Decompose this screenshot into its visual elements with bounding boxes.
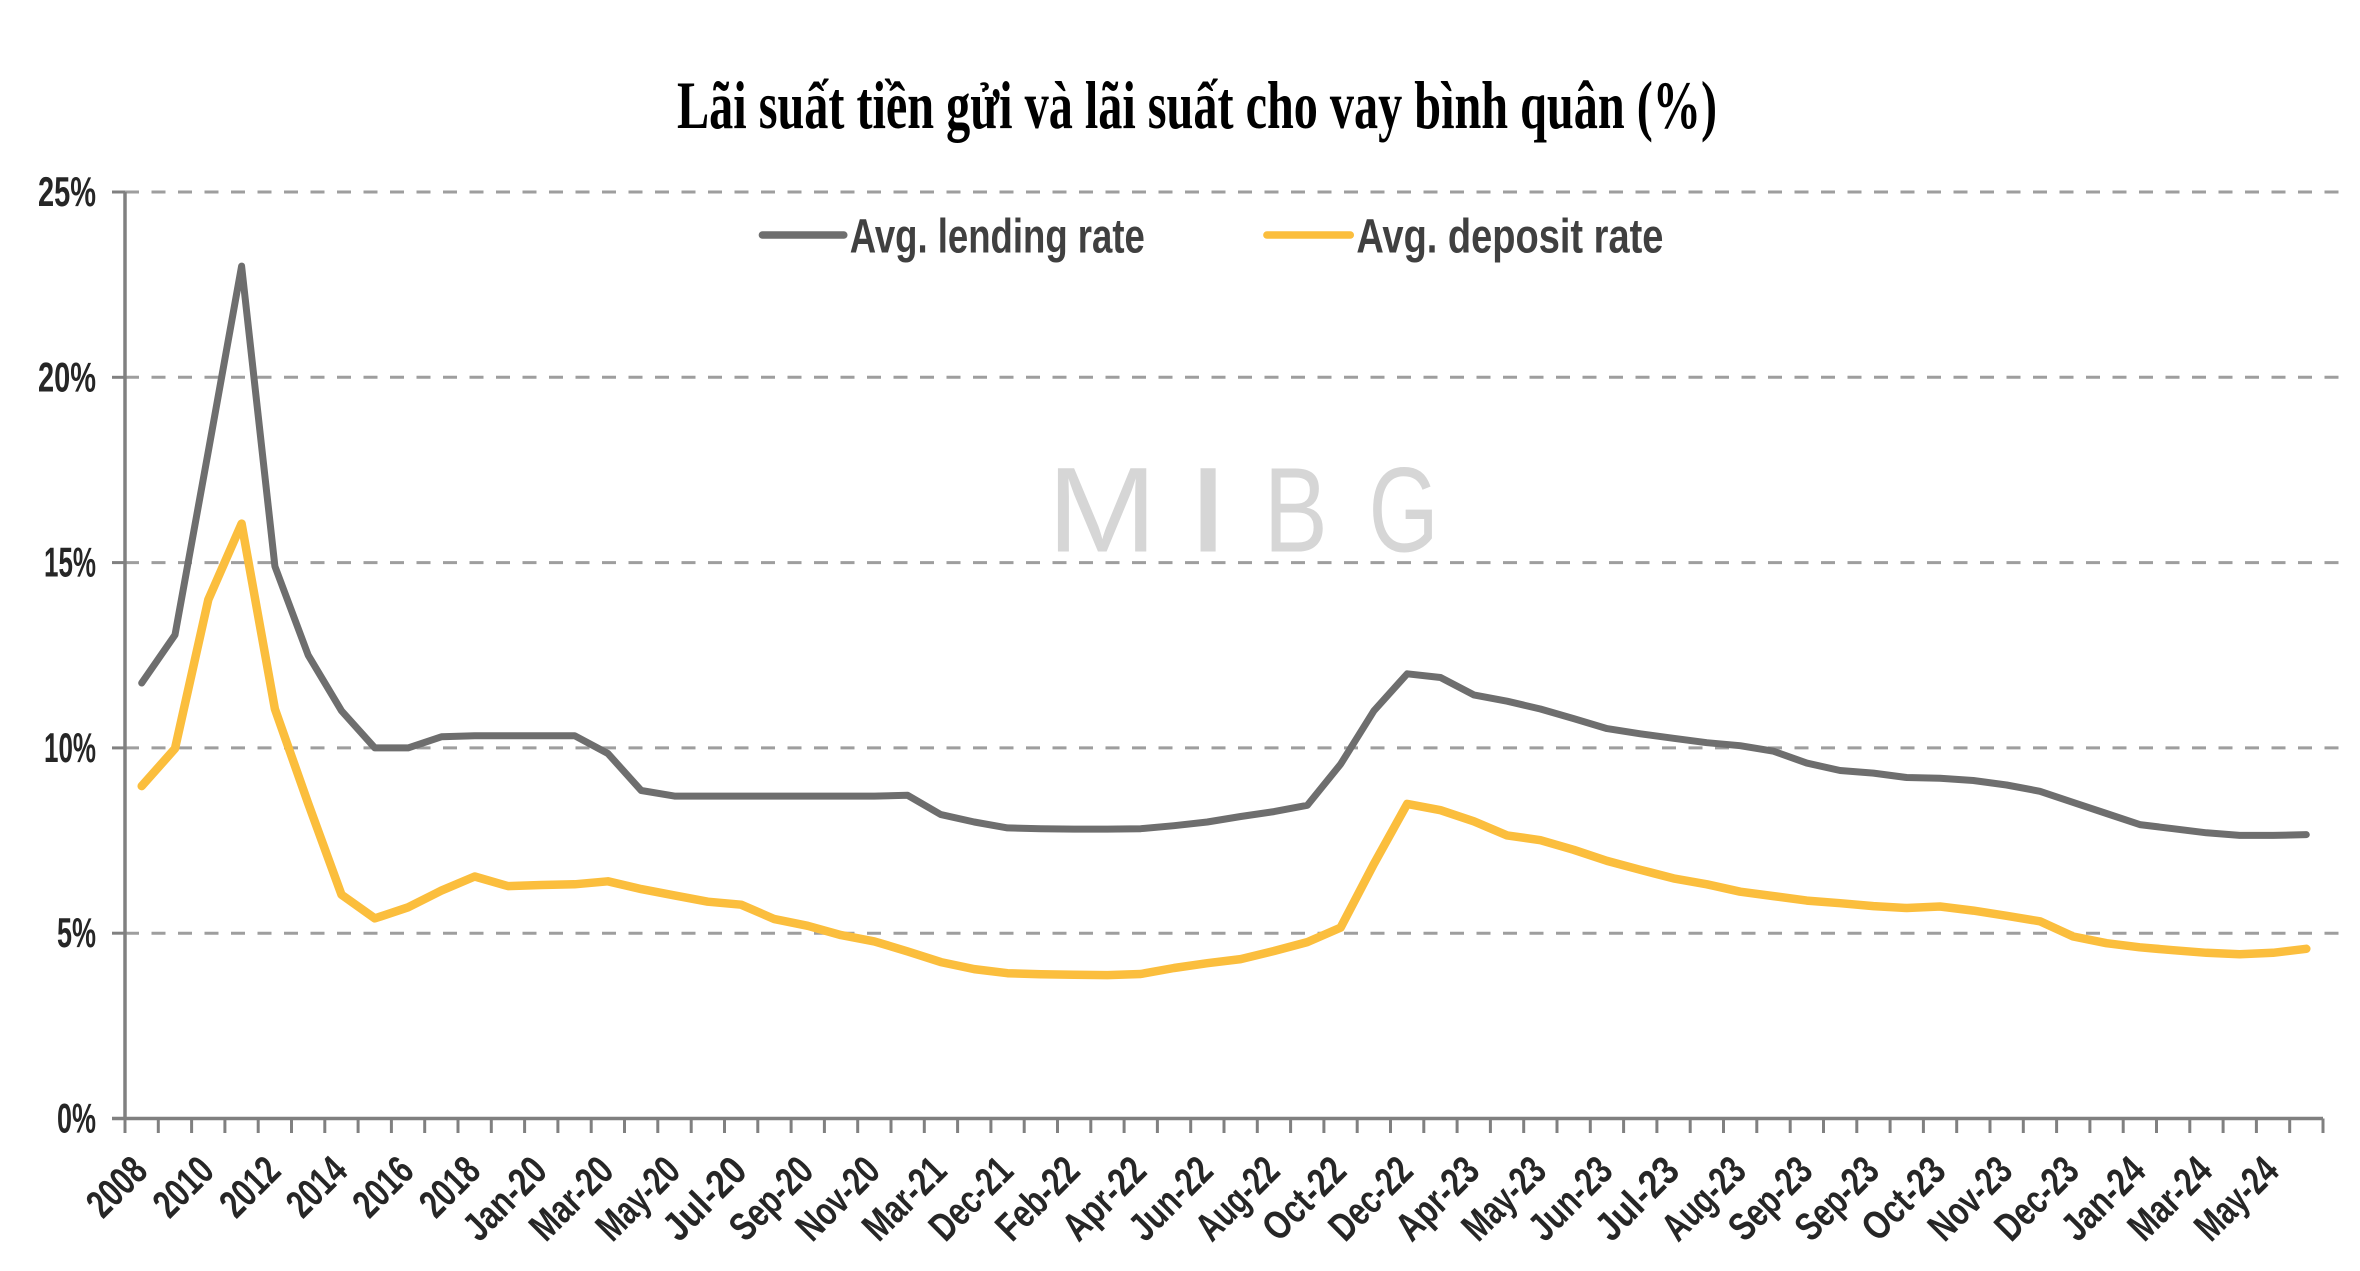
svg-text:G: G xyxy=(1369,442,1439,578)
svg-text:10%: 10% xyxy=(44,724,96,771)
svg-text:I: I xyxy=(1186,442,1231,578)
svg-text:Avg. deposit rate: Avg. deposit rate xyxy=(1356,211,1663,264)
svg-text:M: M xyxy=(1047,442,1157,578)
svg-text:5%: 5% xyxy=(57,909,96,956)
svg-text:Lãi suất tiền gửi và lãi suất: Lãi suất tiền gửi và lãi suất cho vay bì… xyxy=(677,67,1717,143)
svg-text:B: B xyxy=(1264,442,1328,578)
svg-text:0%: 0% xyxy=(57,1095,96,1142)
svg-text:15%: 15% xyxy=(44,539,96,586)
svg-text:25%: 25% xyxy=(38,168,96,215)
svg-text:20%: 20% xyxy=(38,353,96,400)
svg-text:Avg. lending rate: Avg. lending rate xyxy=(850,211,1145,264)
